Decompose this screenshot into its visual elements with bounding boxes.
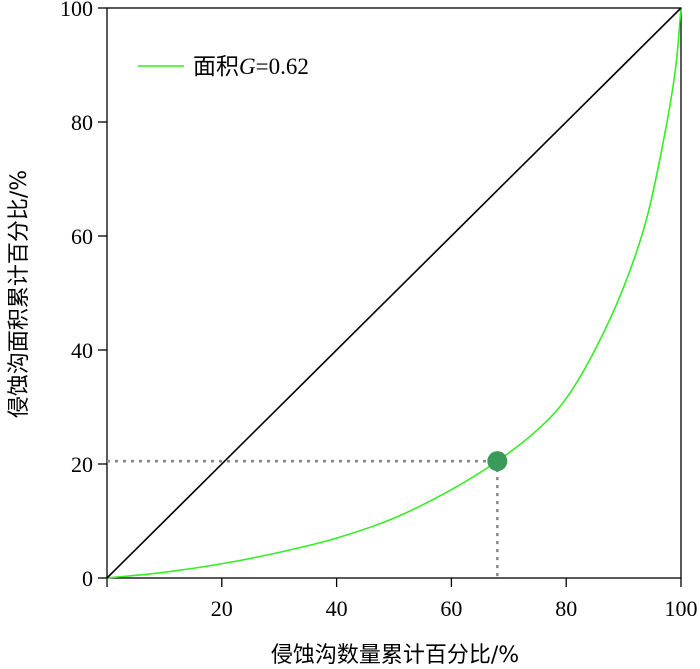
axes [98,7,682,587]
plot-area [106,7,682,579]
tick-labels: 20 40 60 80 100 0 20 40 60 80 100 [60,0,698,621]
y-tick-label: 40 [71,338,93,363]
equality-line [106,7,682,579]
marked-point [487,451,508,472]
lorenz-curve-series [106,7,682,579]
x-tick-label: 40 [326,596,348,621]
x-axis-label: 侵蚀沟数量累计百分比/% [271,643,519,668]
y-axis-label: 侵蚀沟面积累计百分比/% [7,170,32,418]
x-tick-label: 80 [555,596,577,621]
y-tick-label: 60 [71,224,93,249]
x-tick-label: 20 [211,596,233,621]
y-tick-label: 20 [71,452,93,477]
x-tick-label: 100 [665,596,698,621]
legend: 面积G=0.62 [138,54,309,80]
y-tick-label: 0 [82,566,93,591]
y-tick-label: 100 [60,0,93,21]
x-tick-label: 60 [440,596,462,621]
legend-label: 面积G=0.62 [193,54,309,80]
y-tick-label: 80 [71,110,93,135]
plot-frame [106,7,682,579]
